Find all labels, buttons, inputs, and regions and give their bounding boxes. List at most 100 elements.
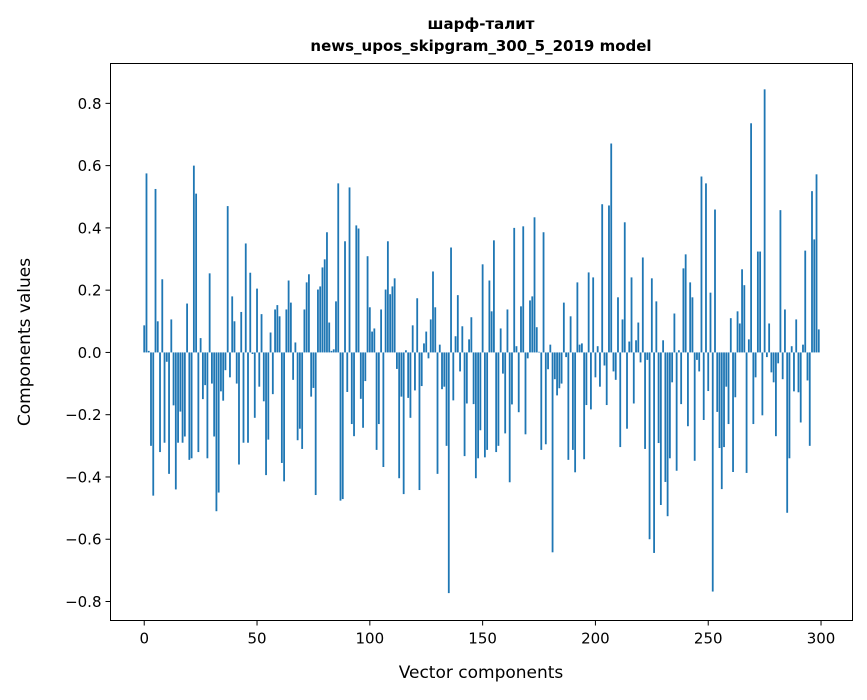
bar-168: [522, 226, 525, 353]
plot-frame: [110, 63, 853, 621]
bar-87: [339, 352, 342, 501]
bar-190: [571, 352, 574, 450]
bar-110: [391, 286, 394, 353]
x-tick-label: 250: [694, 630, 723, 648]
bar-262: [734, 352, 737, 398]
bar-36: [224, 352, 227, 371]
bar-46: [247, 352, 249, 443]
bar-59: [276, 305, 279, 353]
bar-237: [677, 350, 680, 353]
bar-125: [425, 331, 428, 353]
bar-137: [452, 352, 455, 401]
bar-250: [707, 352, 710, 392]
bar-167: [520, 306, 522, 353]
bar-65: [289, 302, 292, 353]
bar-186: [562, 302, 565, 353]
bar-205: [605, 352, 608, 406]
bar-64: [287, 280, 290, 353]
bar-144: [468, 339, 470, 353]
x-tick-label: 0: [139, 630, 149, 648]
bar-221: [641, 257, 644, 353]
y-tick-label: −0.4: [65, 468, 101, 486]
bar-173: [533, 217, 536, 353]
bar-231: [664, 352, 667, 482]
bar-68: [296, 352, 299, 441]
bar-235: [673, 313, 676, 353]
bar-244: [693, 352, 696, 461]
bar-284: [784, 309, 786, 353]
bar-178: [544, 352, 547, 445]
bar-148: [477, 352, 480, 459]
bar-276: [765, 352, 768, 358]
bar-4: [152, 352, 155, 496]
bar-27: [204, 352, 207, 386]
bar-73: [308, 274, 310, 353]
bar-32: [215, 352, 218, 512]
bar-289: [795, 319, 798, 353]
bar-66: [292, 352, 295, 380]
bar-233: [668, 352, 671, 459]
y-tick-label: −0.6: [65, 531, 101, 549]
bar-51: [258, 352, 261, 387]
bar-49: [253, 352, 256, 418]
bar-132: [441, 352, 443, 390]
bar-197: [587, 272, 590, 353]
bar-147: [474, 352, 477, 479]
bar-12: [170, 319, 173, 353]
bar-161: [506, 309, 509, 353]
bar-183: [556, 352, 558, 396]
bar-218: [635, 340, 637, 353]
chart-title: шарф-талит: [428, 15, 535, 33]
bar-191: [574, 352, 577, 473]
bar-170: [526, 352, 529, 359]
bar-268: [747, 339, 750, 353]
bar-288: [793, 352, 795, 392]
bar-282: [779, 210, 782, 353]
bar-128: [432, 271, 434, 353]
bar-247: [700, 176, 703, 353]
bar-251: [709, 292, 712, 353]
bar-136: [450, 247, 452, 353]
bar-63: [285, 309, 288, 353]
bar-269: [750, 123, 752, 353]
bar-43: [240, 311, 243, 353]
bar-274: [761, 352, 764, 416]
bar-211: [619, 352, 622, 448]
bar-169: [524, 352, 527, 435]
bar-143: [465, 352, 468, 404]
bar-234: [671, 352, 674, 383]
bar-56: [269, 332, 272, 353]
bar-240: [684, 254, 687, 353]
bar-107: [384, 289, 387, 353]
bar-208: [612, 352, 615, 372]
bar-119: [411, 325, 414, 353]
bar-214: [626, 352, 628, 429]
bar-126: [427, 352, 430, 359]
bar-5: [154, 188, 157, 353]
bar-141: [461, 326, 464, 353]
bar-86: [337, 183, 340, 353]
bar-135: [447, 352, 450, 594]
bar-61: [280, 352, 283, 463]
bar-249: [705, 183, 707, 353]
bar-229: [659, 352, 662, 505]
x-tick-label: 300: [807, 630, 836, 648]
bar-15: [177, 352, 179, 443]
bar-138: [454, 336, 457, 353]
bar-19: [186, 303, 188, 353]
bar-70: [301, 352, 304, 449]
bar-121: [416, 298, 419, 353]
bar-31: [213, 352, 216, 437]
y-tick-label: −0.8: [65, 593, 101, 611]
bar-174: [535, 327, 538, 353]
bar-9: [163, 352, 166, 443]
bar-176: [540, 352, 543, 450]
bar-54: [265, 352, 267, 476]
bar-163: [511, 352, 513, 405]
bar-227: [655, 301, 658, 353]
bar-134: [445, 352, 448, 446]
x-tick-label: 50: [247, 630, 266, 648]
bar-24: [197, 352, 200, 453]
